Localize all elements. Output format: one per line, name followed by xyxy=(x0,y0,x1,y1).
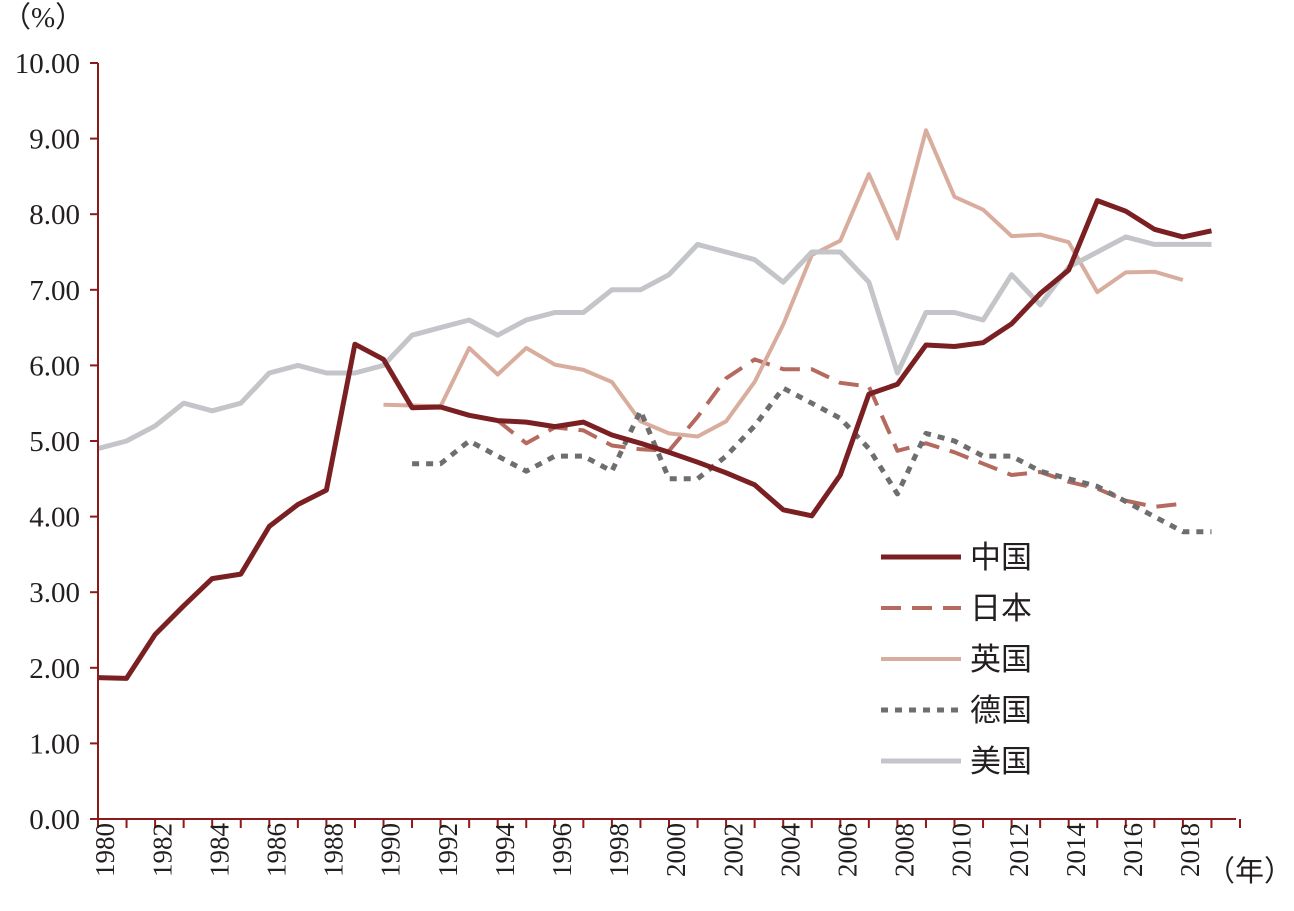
series-line-3 xyxy=(412,385,1212,535)
series-line-4 xyxy=(97,234,1212,452)
x-tick-label: 2010 xyxy=(947,823,977,877)
x-tick-label: 2012 xyxy=(1004,823,1034,877)
legend-label: 日本 xyxy=(970,591,1032,627)
x-tick-label: 2006 xyxy=(833,823,863,877)
axes xyxy=(97,63,1236,820)
y-tick-label: 0.00 xyxy=(29,804,80,836)
x-tick-label: 1994 xyxy=(490,823,520,878)
y-tick-label: 2.00 xyxy=(29,653,80,685)
series-line-2 xyxy=(383,128,1184,439)
y-tick-label: 6.00 xyxy=(29,350,80,382)
y-tick-label: 7.00 xyxy=(29,275,80,307)
x-tick-label: 1982 xyxy=(147,823,177,877)
x-tick-label: 2018 xyxy=(1175,823,1205,877)
y-tick-label: 4.00 xyxy=(29,502,80,534)
y-tick-label: 8.00 xyxy=(29,199,80,231)
series-layer xyxy=(97,128,1213,681)
legend-label: 中国 xyxy=(970,540,1032,576)
x-tick-label: 1992 xyxy=(433,823,463,877)
x-tick-label: 2014 xyxy=(1061,823,1091,878)
x-axis-unit-label: （年） xyxy=(1206,855,1293,888)
y-tick-label: 10.00 xyxy=(15,48,80,80)
y-tick-label: 5.00 xyxy=(29,426,80,458)
series-line-0 xyxy=(97,198,1213,681)
x-tick-label: 2002 xyxy=(718,823,748,877)
x-tick-label: 1988 xyxy=(319,823,349,877)
legend-label: 英国 xyxy=(970,642,1032,678)
legend-label: 德国 xyxy=(970,693,1032,729)
y-tick-label: 9.00 xyxy=(29,124,80,156)
x-tick-label: 1996 xyxy=(547,823,577,877)
x-tick-label: 1984 xyxy=(204,823,234,878)
x-tick-label: 2004 xyxy=(775,823,805,878)
legend-label: 美国 xyxy=(970,744,1032,780)
x-tick-label: 1998 xyxy=(604,823,634,877)
x-tick-label: 2000 xyxy=(661,823,691,877)
y-ticks: 0.00 1.00 2.00 3.00 4.00 5.00 6.00 7.00 8.00 9.00… xyxy=(15,48,98,836)
y-tick-label: 1.00 xyxy=(29,728,80,760)
x-tick-label: 2016 xyxy=(1118,823,1148,877)
series-line-1 xyxy=(496,357,1184,509)
y-tick-label: 3.00 xyxy=(29,577,80,609)
x-tick-label: 2008 xyxy=(890,823,920,877)
x-tick-label: 1980 xyxy=(90,823,120,877)
x-tick-label: 1990 xyxy=(376,823,406,877)
x-tick-label: 1986 xyxy=(262,823,292,877)
x-ticks: 1980 1982 1984 1986 1988 1990 1992 1994 1996 1998… xyxy=(90,819,1241,878)
y-axis-unit-label: （%） xyxy=(2,2,84,34)
